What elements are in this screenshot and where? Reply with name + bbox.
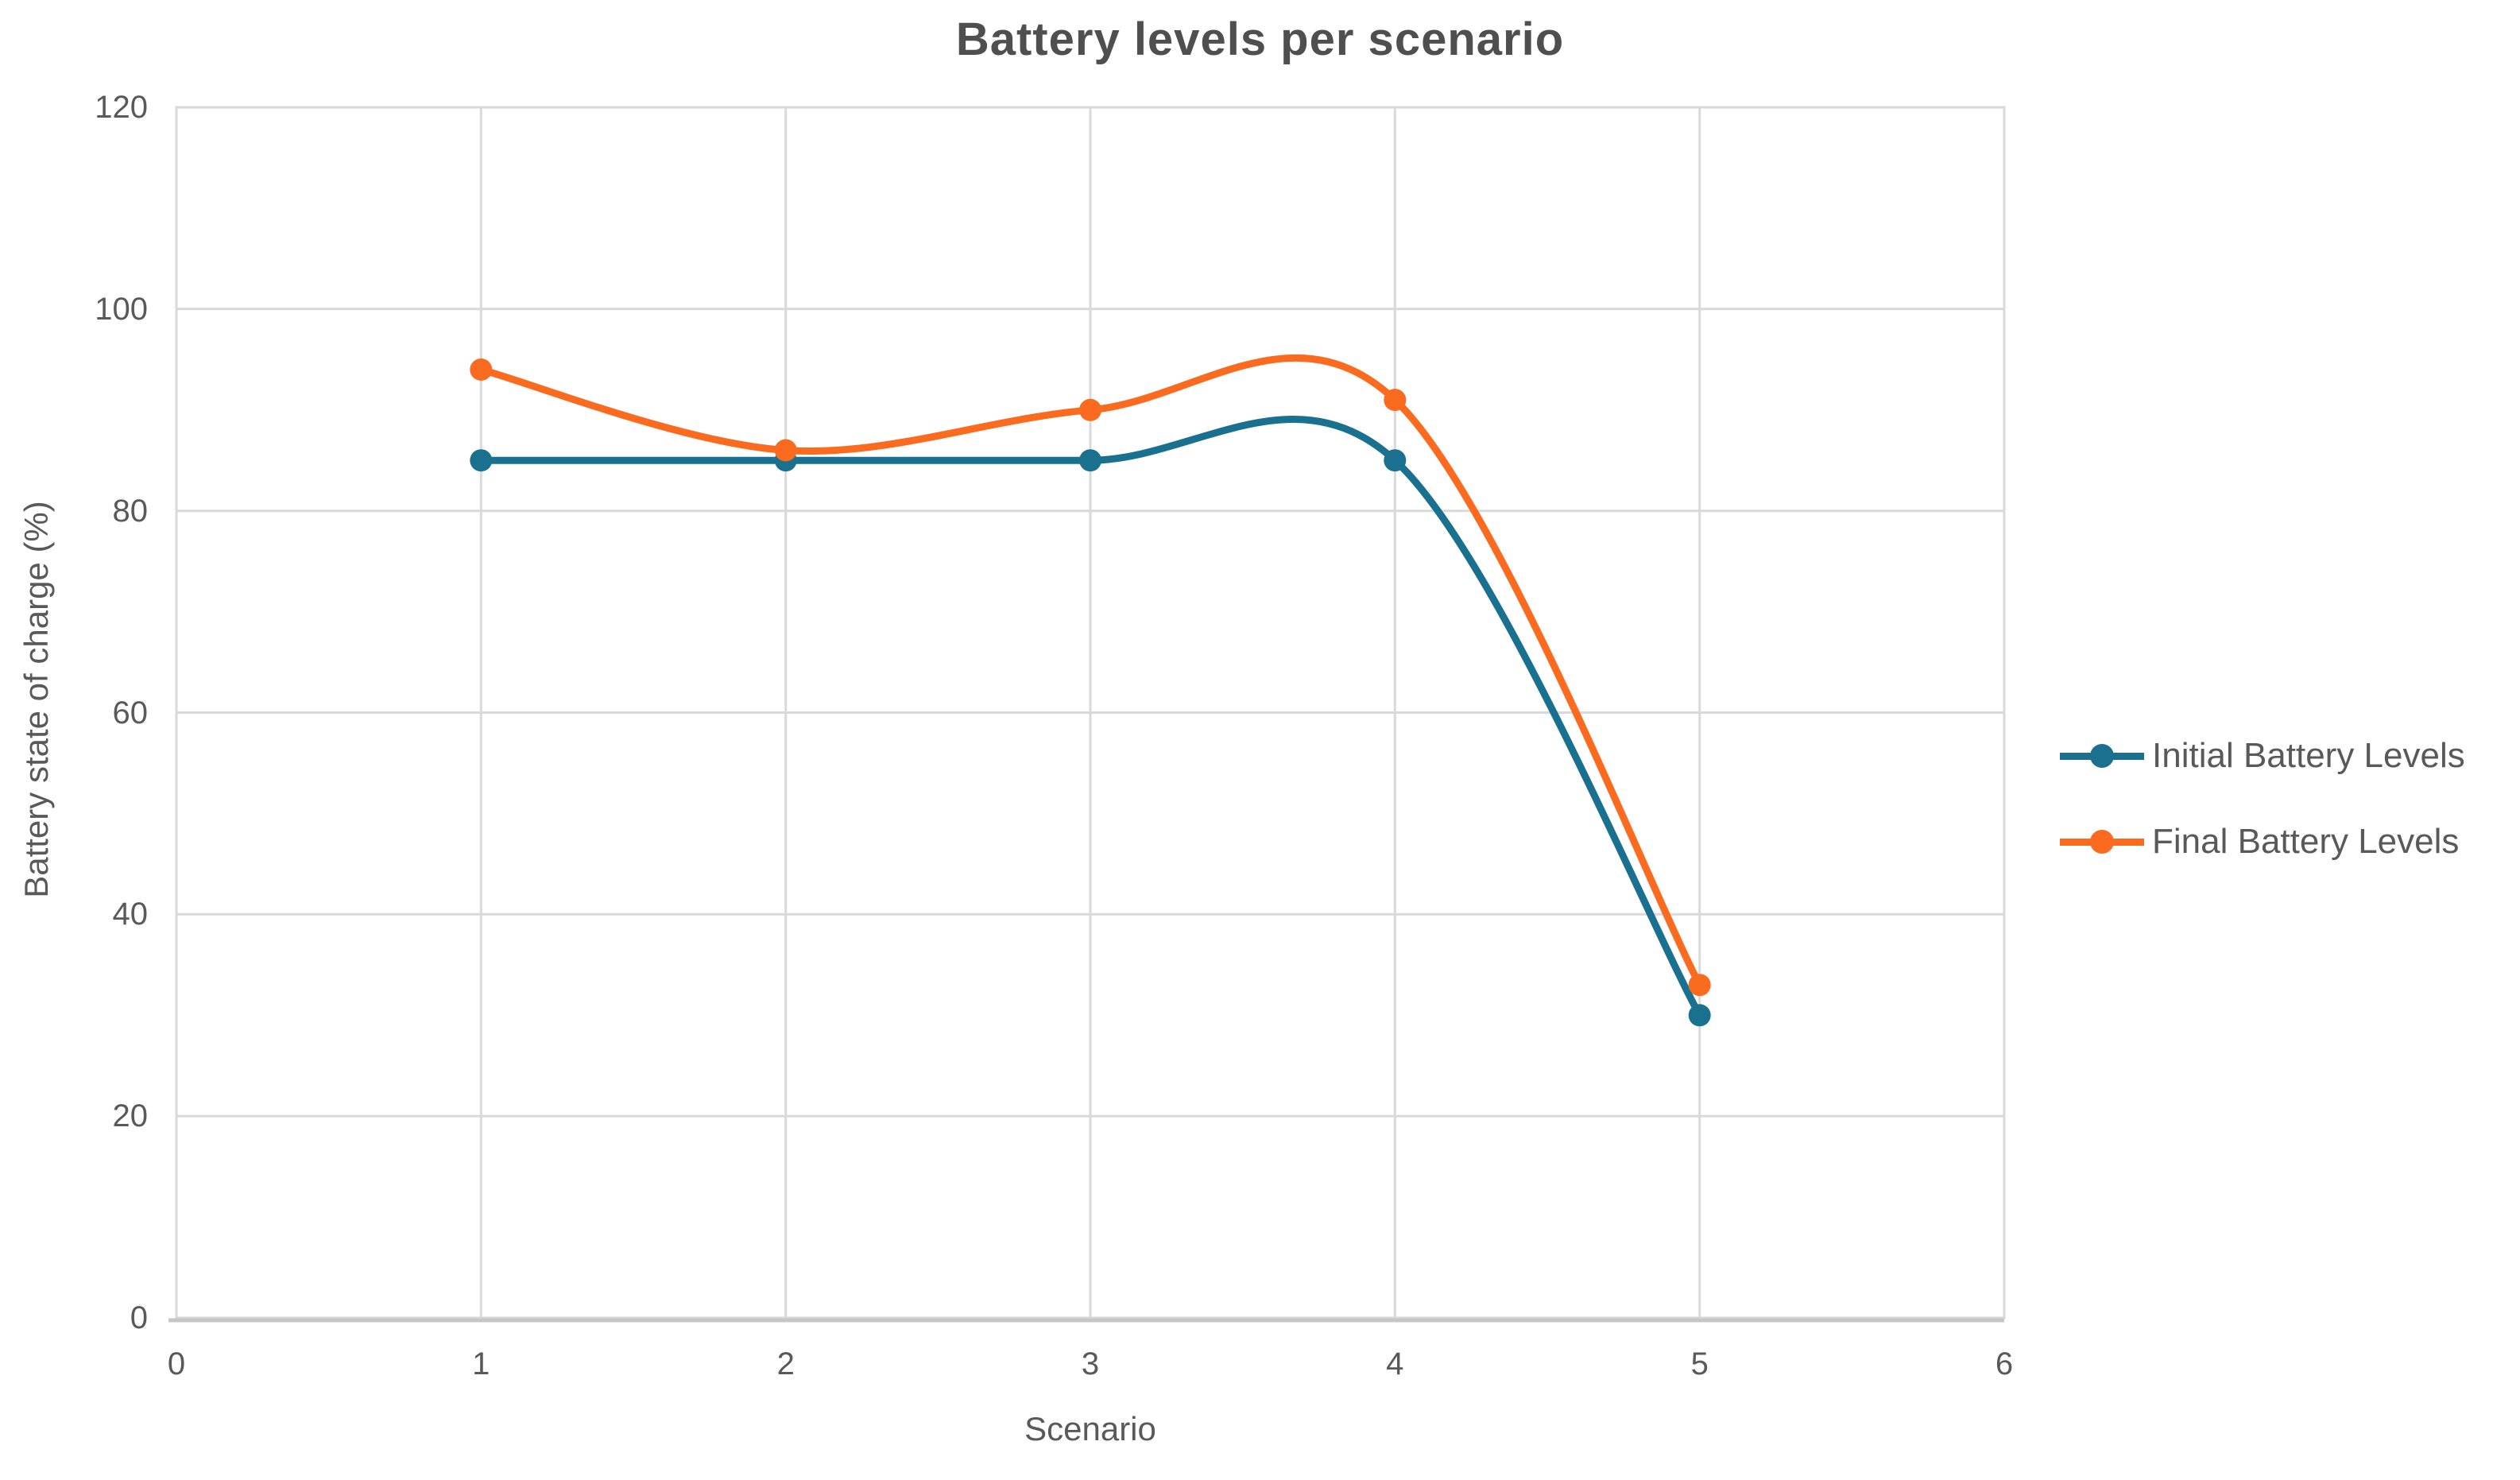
marker-initial-battery-levels — [1079, 449, 1101, 472]
x-tick-label: 5 — [1690, 1346, 1709, 1381]
x-axis-title: Scenario — [1024, 1410, 1156, 1447]
marker-final-battery-levels — [1079, 398, 1101, 421]
legend-dot-icon — [2090, 830, 2114, 854]
x-tick-label: 6 — [1995, 1346, 2014, 1381]
legend-item-initial-battery-levels: Initial Battery Levels — [2060, 732, 2465, 780]
x-tick-label: 3 — [1081, 1346, 1100, 1381]
legend-dot-icon — [2090, 744, 2114, 768]
plot-border — [175, 106, 2006, 1319]
marker-final-battery-levels — [470, 358, 493, 381]
marker-final-battery-levels — [774, 439, 797, 462]
y-tick-label: 80 — [112, 493, 149, 529]
legend-item-final-battery-levels: Final Battery Levels — [2060, 818, 2465, 866]
x-tick-label: 4 — [1386, 1346, 1404, 1381]
x-tick-label: 2 — [776, 1346, 795, 1381]
legend-label: Final Battery Levels — [2152, 822, 2460, 861]
y-tick-label: 0 — [130, 1300, 148, 1335]
marker-initial-battery-levels — [1384, 449, 1407, 472]
line-final-battery-levels — [477, 354, 1704, 989]
y-tick-label: 60 — [112, 695, 149, 730]
marker-initial-battery-levels — [1688, 1004, 1711, 1027]
x-tick-label: 0 — [167, 1346, 186, 1381]
marker-final-battery-levels — [1688, 974, 1711, 997]
chart-title: Battery levels per scenario — [955, 14, 1565, 65]
x-tick-label: 1 — [472, 1346, 490, 1381]
marker-final-battery-levels — [1384, 389, 1407, 412]
legend-marker-final-battery-levels — [2060, 830, 2144, 854]
y-tick-label: 100 — [95, 291, 148, 327]
legend-marker-initial-battery-levels — [2060, 744, 2144, 768]
y-tick-label: 40 — [112, 897, 149, 932]
line-initial-battery-levels — [477, 416, 1704, 1019]
y-tick-label: 20 — [112, 1098, 149, 1134]
legend-label: Initial Battery Levels — [2152, 736, 2465, 775]
marker-initial-battery-levels — [470, 449, 493, 472]
y-axis-title: Battery state of charge (%) — [17, 501, 55, 898]
legend: Initial Battery Levels Final Battery Leve… — [2060, 732, 2465, 904]
y-tick-label: 120 — [95, 90, 148, 125]
